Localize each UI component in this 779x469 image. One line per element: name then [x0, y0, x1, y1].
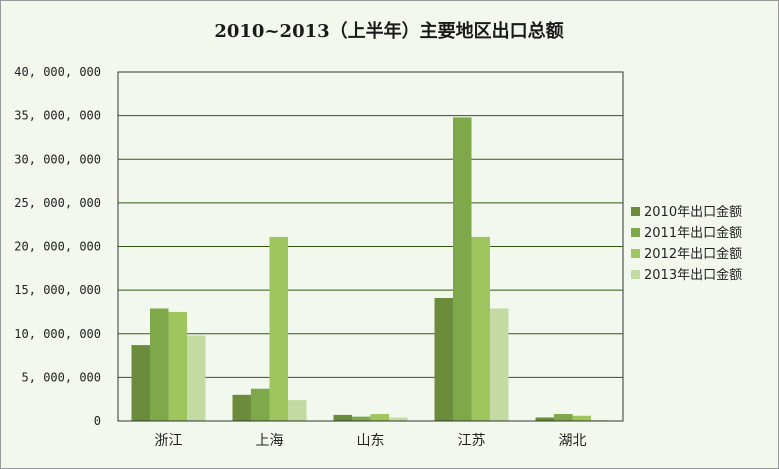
y-tick-label: 40, 000, 000	[14, 65, 101, 79]
legend-swatch	[631, 228, 640, 237]
x-tick-label: 山东	[357, 433, 385, 449]
x-axis-tick-labels: 浙江 上海 山东 江苏 湖北	[155, 433, 587, 449]
bar	[168, 311, 187, 421]
y-tick-label: 30, 000, 000	[14, 152, 101, 166]
y-tick-label: 35, 000, 000	[14, 109, 101, 123]
legend: 2010年出口金额 2011年出口金额 2012年出口金额 2013年出口金额	[631, 204, 742, 283]
bars	[131, 117, 610, 422]
bar	[490, 308, 509, 421]
gridlines	[118, 115, 623, 378]
bar	[288, 400, 307, 421]
bar	[131, 345, 150, 421]
bar	[187, 335, 206, 421]
legend-swatch	[631, 270, 640, 279]
y-tick-label: 5, 000, 000	[22, 370, 101, 384]
y-tick-label: 25, 000, 000	[14, 196, 101, 210]
x-tick-label: 江苏	[458, 433, 486, 449]
bar	[232, 394, 251, 421]
y-tick-label: 0	[94, 414, 101, 428]
bar	[269, 236, 288, 421]
y-axis-tick-labels: 0 5, 000, 000 10, 000, 000 15, 000, 000 20, …	[14, 65, 101, 428]
bar	[453, 117, 472, 422]
bar	[333, 414, 352, 421]
bar	[389, 417, 408, 421]
bar	[370, 414, 389, 421]
chart-title: 2010~2013（上半年）主要地区出口总额	[214, 20, 563, 42]
bar	[535, 417, 554, 421]
y-tick-label: 10, 000, 000	[14, 327, 101, 341]
legend-label: 2011年出口金额	[644, 225, 742, 241]
x-tick-label: 湖北	[559, 433, 587, 449]
legend-label: 2013年出口金额	[644, 267, 742, 283]
y-tick-label: 20, 000, 000	[14, 240, 101, 254]
bar	[150, 308, 169, 421]
x-tick-label: 浙江	[155, 433, 183, 449]
legend-swatch	[631, 249, 640, 258]
legend-swatch	[631, 207, 640, 216]
plot-area-border	[117, 71, 624, 422]
bar	[251, 388, 270, 421]
y-tick-label: 15, 000, 000	[14, 283, 101, 297]
bar	[471, 236, 490, 421]
bar	[352, 416, 371, 421]
bar	[434, 297, 453, 421]
bar	[572, 415, 591, 421]
legend-label: 2010年出口金额	[644, 204, 742, 220]
bar	[554, 414, 573, 421]
legend-label: 2012年出口金额	[644, 246, 742, 262]
x-tick-label: 上海	[256, 433, 284, 449]
